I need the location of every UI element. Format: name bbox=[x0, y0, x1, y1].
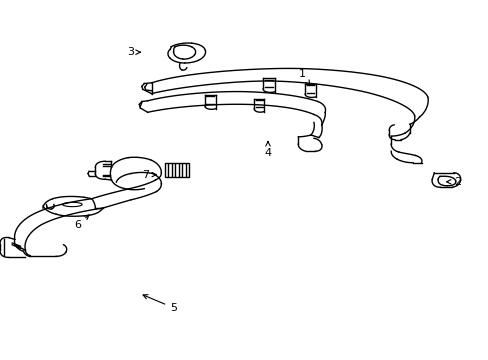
Text: 6: 6 bbox=[74, 215, 89, 230]
Text: 4: 4 bbox=[264, 141, 271, 158]
Text: 5: 5 bbox=[143, 294, 177, 313]
Text: 7: 7 bbox=[142, 170, 156, 180]
Text: 1: 1 bbox=[298, 69, 309, 85]
Ellipse shape bbox=[62, 202, 82, 207]
Text: 2: 2 bbox=[446, 177, 460, 187]
Bar bbox=[165, 163, 188, 177]
Text: 3: 3 bbox=[127, 47, 140, 57]
